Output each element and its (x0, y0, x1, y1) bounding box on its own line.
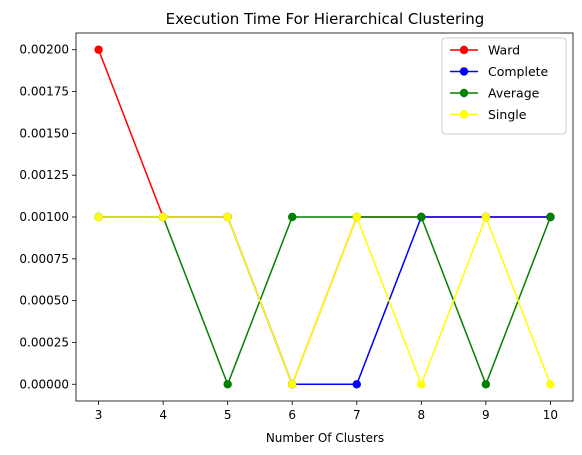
legend-label: Single (488, 107, 527, 122)
legend-marker (459, 45, 469, 55)
data-point-average (546, 212, 555, 222)
y-tick-label: 0.00050 (19, 294, 69, 308)
legend-box (441, 37, 567, 135)
data-point-average (223, 380, 232, 389)
data-point-single (417, 380, 426, 389)
y-tick-label: 0.00075 (19, 252, 69, 266)
legend-label: Average (488, 86, 540, 101)
series-single (94, 212, 555, 389)
data-point-ward (94, 45, 103, 54)
data-point-average (481, 380, 491, 389)
y-tick-label: 0.00100 (19, 210, 69, 224)
series-line-single (98, 216, 552, 386)
legend-marker (459, 67, 469, 76)
data-point-single (94, 212, 103, 222)
legend-label: Ward (488, 43, 520, 58)
chart-title: Execution Time For Hierarchical Clusteri… (166, 10, 485, 28)
series-group (94, 45, 555, 389)
legend-marker (459, 88, 469, 98)
x-tick-label: 7 (353, 408, 361, 422)
x-tick-label: 8 (417, 408, 425, 422)
data-point-single (352, 212, 361, 222)
data-point-single (223, 212, 232, 222)
data-point-single (546, 380, 555, 389)
legend-item-ward: Ward (450, 43, 520, 58)
y-tick-label: 0.00125 (19, 168, 69, 182)
x-axis-label: Number Of Clusters (266, 431, 384, 445)
legend-item-complete: Complete (450, 64, 549, 79)
y-tick-label: 0.00175 (19, 85, 69, 99)
x-tick-label: 9 (482, 408, 490, 422)
data-point-average (288, 212, 297, 222)
x-tick-label: 6 (288, 408, 296, 422)
data-point-average (417, 212, 426, 222)
legend: Ward Complete Average Single (441, 37, 567, 135)
data-point-complete (352, 380, 361, 389)
series-line-average (98, 216, 552, 386)
x-tick-label: 4 (159, 408, 167, 422)
x-tick-label: 3 (95, 408, 103, 422)
x-axis: 3 4 5 6 7 8 9 10 (95, 401, 558, 422)
data-point-single (158, 212, 168, 222)
legend-label: Complete (488, 64, 549, 79)
y-tick-label: 0.00000 (19, 377, 69, 391)
legend-item-average: Average (450, 86, 540, 101)
x-tick-label: 10 (543, 408, 558, 422)
y-tick-label: 0.00150 (19, 126, 69, 140)
y-tick-label: 0.00025 (19, 335, 69, 349)
legend-item-single: Single (450, 107, 527, 122)
data-point-single (481, 212, 491, 222)
legend-marker (459, 110, 469, 119)
y-axis: 0.00000 0.00025 0.00050 0.00075 0.00100 0.001… (19, 43, 76, 391)
data-point-single (288, 380, 297, 389)
x-tick-label: 5 (224, 408, 232, 422)
y-tick-label: 0.00200 (19, 43, 69, 57)
